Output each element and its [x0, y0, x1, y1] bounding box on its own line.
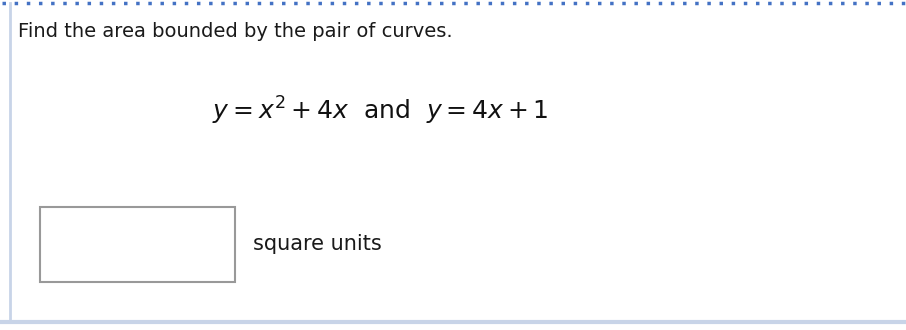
Text: Find the area bounded by the pair of curves.: Find the area bounded by the pair of cur…	[18, 22, 453, 41]
Text: $y = x^2 + 4x$  and  $y = 4x + 1$: $y = x^2 + 4x$ and $y = 4x + 1$	[212, 95, 549, 127]
Bar	[40, 207, 235, 282]
Text: square units: square units	[253, 235, 381, 254]
